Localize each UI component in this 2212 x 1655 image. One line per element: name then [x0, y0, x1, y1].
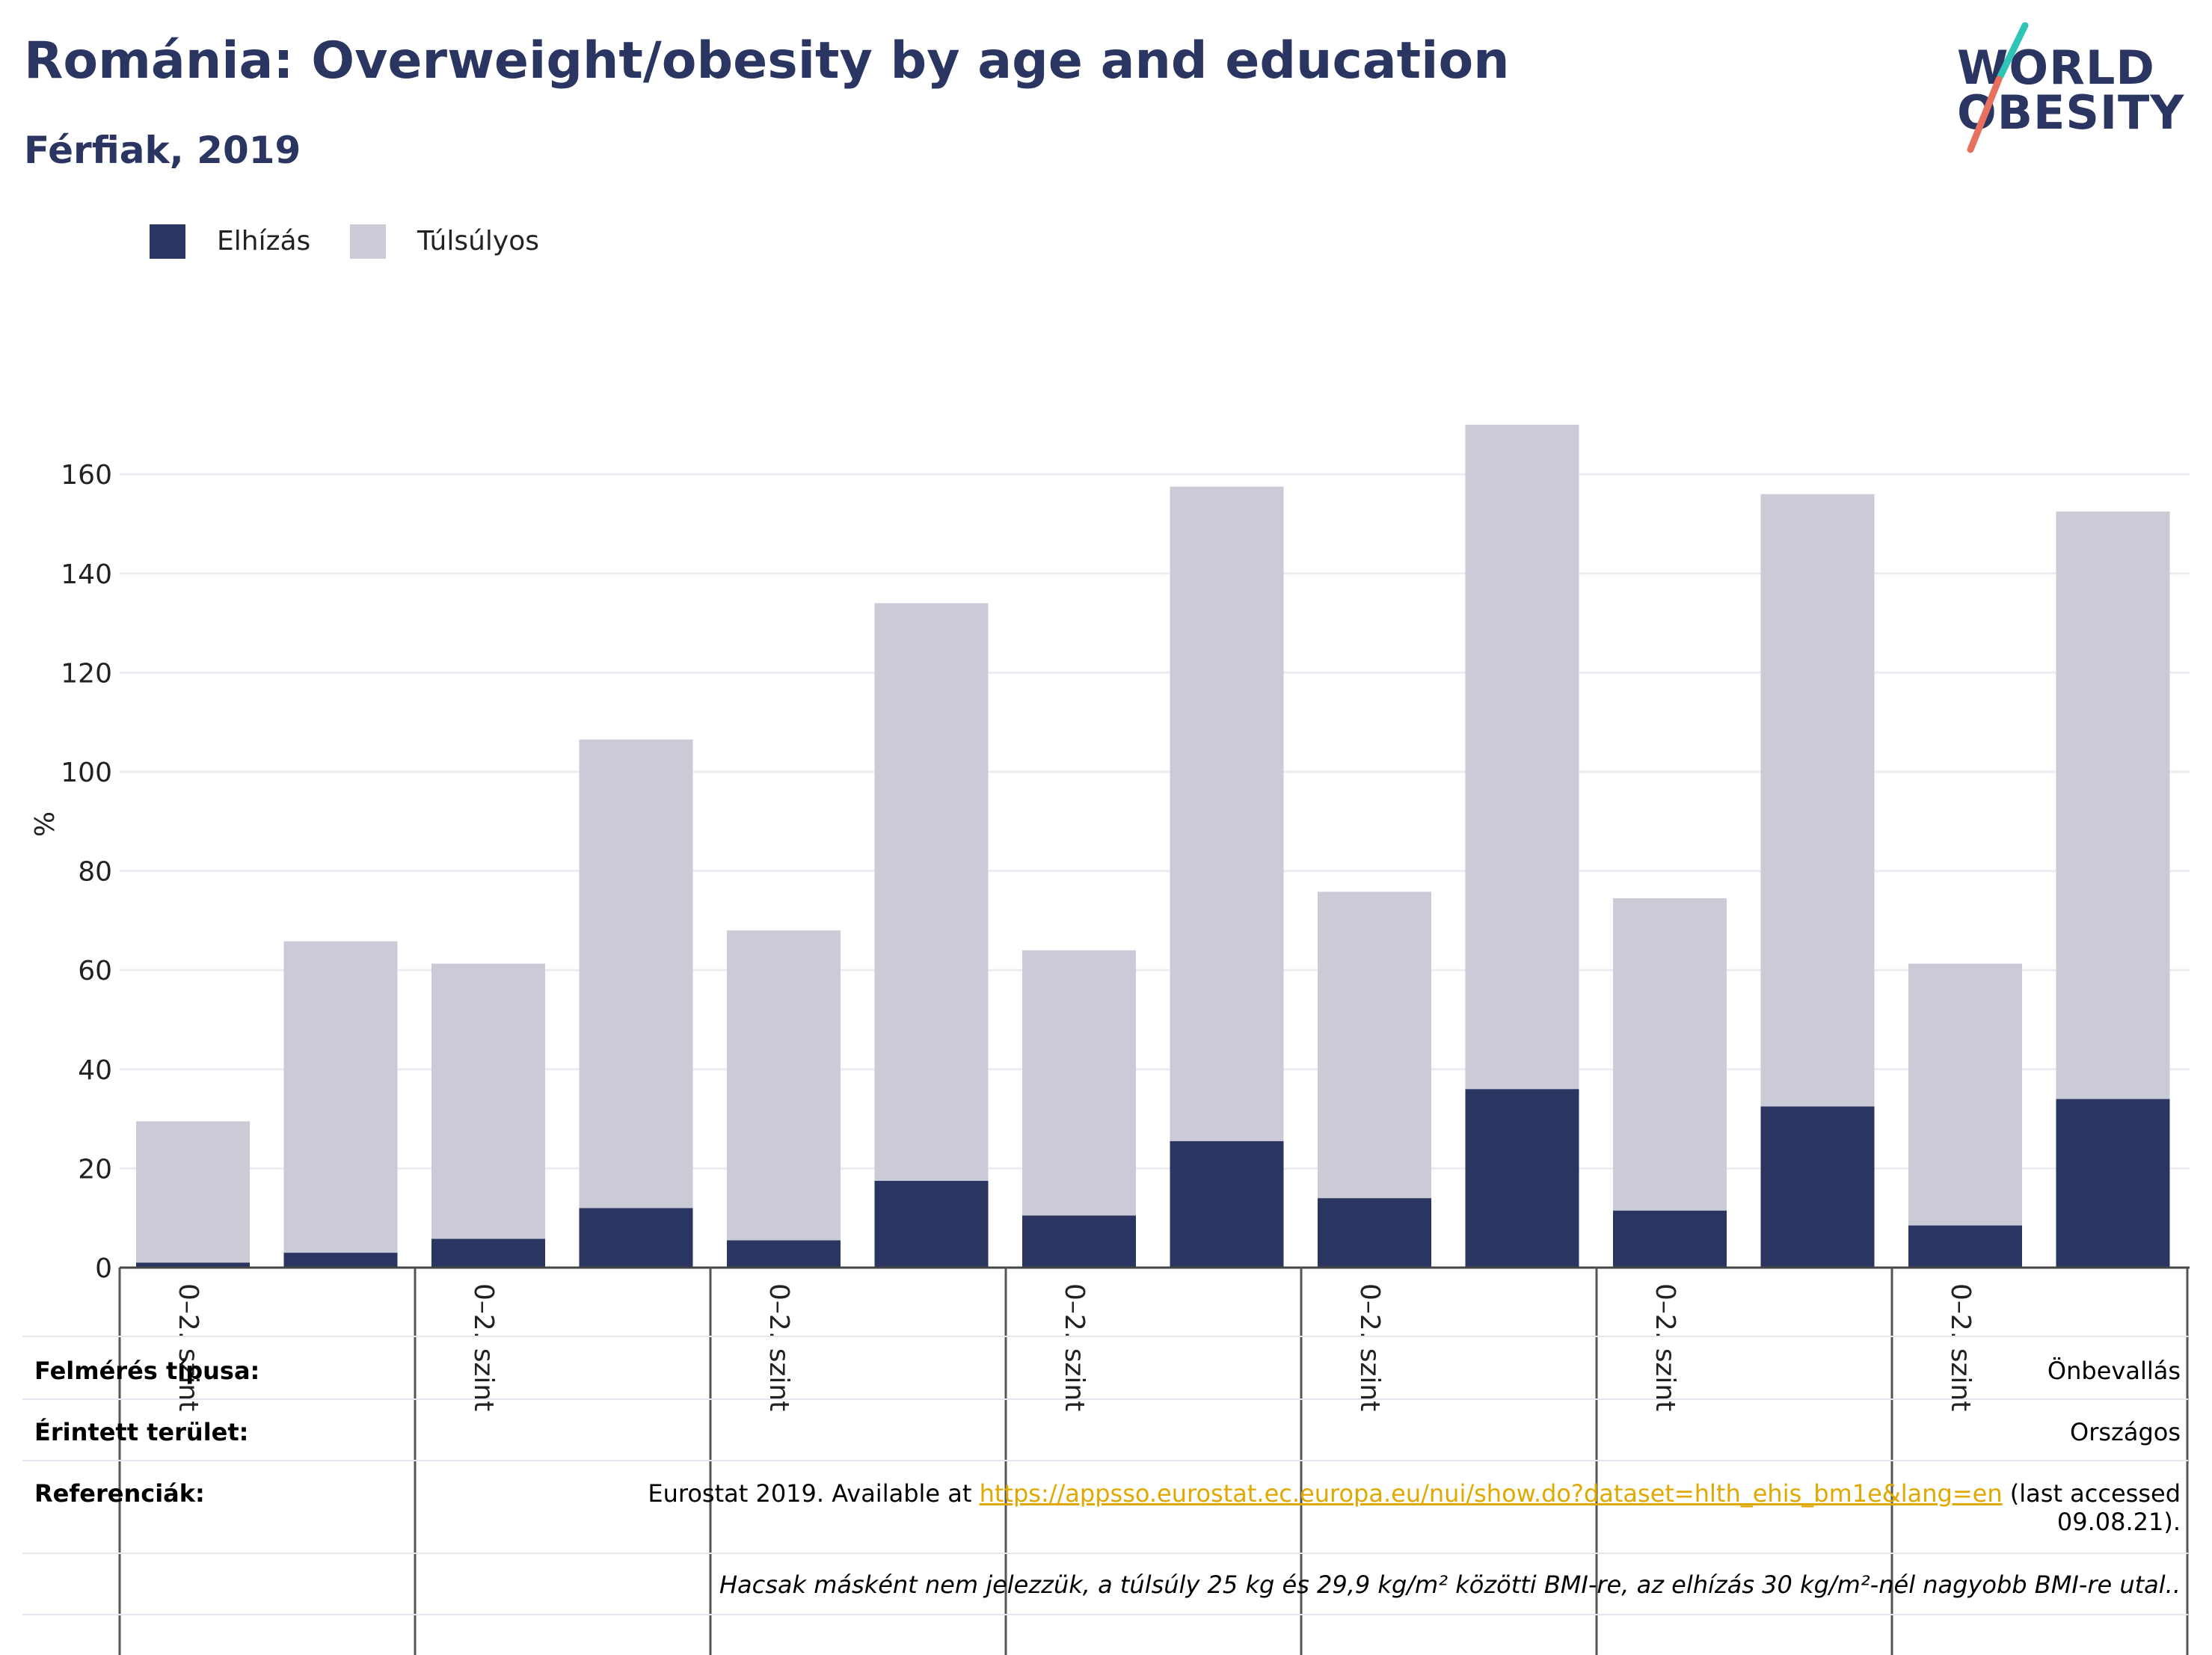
bar-overweight [1760, 494, 1875, 1107]
y-tick-label: 40 [78, 1055, 112, 1086]
bar-overweight [1465, 424, 1579, 1090]
y-tick-label: 100 [61, 758, 112, 788]
survey-type-label: Felmérés típusa: [34, 1357, 260, 1385]
x-group-label: 0–2. szint [173, 1283, 203, 1411]
footer-divider [22, 1336, 2188, 1337]
bar-obesity [1465, 1089, 1579, 1268]
bar-obesity [283, 1253, 398, 1268]
bar-obesity [727, 1240, 841, 1268]
y-tick-label: 160 [61, 460, 112, 491]
legend-swatch-obesity [150, 224, 185, 259]
footer-divider [22, 1553, 2188, 1554]
bar-obesity [1318, 1198, 1431, 1268]
y-tick-label: 0 [95, 1253, 112, 1284]
bar-obesity [1170, 1140, 1284, 1268]
axis-labels: 0 20 40 60 80 100 120 140 160% 0–2. szint 0–2. szi… [30, 460, 1976, 1411]
bar-obesity [1613, 1210, 1727, 1268]
bar-overweight [2056, 511, 2170, 1099]
gridlines [120, 473, 2190, 1170]
bar-obesity [431, 1238, 545, 1268]
y-tick-label: 80 [78, 857, 112, 888]
legend-label-obesity: Elhízás [217, 226, 311, 257]
legend-label-overweight: Túlsúlyos [417, 226, 540, 257]
bar-overweight [727, 930, 841, 1241]
survey-type-value: Önbevallás [2047, 1357, 2181, 1385]
bar-overweight [1908, 963, 2022, 1226]
legend-swatch-overweight [350, 224, 386, 259]
reference-link[interactable]: https://appsso.eurostat.ec.europa.eu/nui… [979, 1479, 2003, 1508]
x-group-label: 0–2. szint [1945, 1283, 1976, 1411]
footer-divider [22, 1398, 2188, 1400]
footer-divider [22, 1614, 2188, 1615]
x-group-label: 0–2. szint [1059, 1283, 1090, 1411]
reference-prefix: Eurostat 2019. Available at [648, 1479, 980, 1508]
bar-obesity [1760, 1106, 1875, 1268]
x-group-label: 0–2. szint [468, 1283, 499, 1411]
references-label: Referenciák: [34, 1479, 205, 1508]
x-group-label: 0–2. szint [764, 1283, 794, 1411]
reference-accessed-date: 09.08.21). [2056, 1508, 2181, 1536]
bar-overweight [431, 963, 545, 1239]
bar-obesity [579, 1208, 693, 1268]
y-axis-label: % [30, 811, 61, 837]
footer-divider [22, 1460, 2188, 1461]
y-tick-label: 20 [78, 1154, 112, 1185]
x-group-label: 0–2. szint [1354, 1283, 1385, 1411]
y-tick-label: 60 [78, 956, 112, 986]
bmi-definition-note: Hacsak másként nem jelezzük, a túlsúly 2… [719, 1570, 2181, 1599]
bar-overweight [1022, 950, 1136, 1216]
bar-overweight [874, 603, 989, 1181]
x-group-label: 0–2. szint [1650, 1283, 1680, 1411]
y-tick-label: 120 [61, 658, 112, 689]
bar-obesity [1908, 1225, 2022, 1268]
bar-overweight [1170, 486, 1284, 1141]
chart-title: Románia: Overweight/obesity by age and e… [24, 31, 1510, 90]
axes [118, 1266, 2190, 1655]
bar-obesity [1022, 1215, 1136, 1268]
area-label: Érintett terület: [34, 1418, 249, 1446]
bar-obesity [136, 1262, 250, 1268]
references-value: Eurostat 2019. Available at https://apps… [648, 1479, 2181, 1536]
logo-line-1: WORLD [1957, 40, 2155, 95]
bar-obesity [2056, 1099, 2170, 1268]
bar-overweight [1613, 898, 1727, 1211]
area-value: Országos [2070, 1418, 2181, 1446]
bar-overweight [136, 1121, 250, 1263]
chart-subtitle: Férfiak, 2019 [24, 129, 301, 172]
y-tick-label: 140 [61, 559, 112, 590]
reference-suffix: (last accessed [2002, 1479, 2181, 1508]
bar-overweight [283, 941, 398, 1253]
bar-overweight [579, 739, 693, 1209]
bar-obesity [874, 1180, 989, 1268]
world-obesity-logo: WORLD OBESITY [1948, 22, 2195, 157]
bar-overweight [1318, 891, 1431, 1199]
logo-slash-icon [1967, 22, 2029, 153]
bars [136, 424, 2170, 1268]
